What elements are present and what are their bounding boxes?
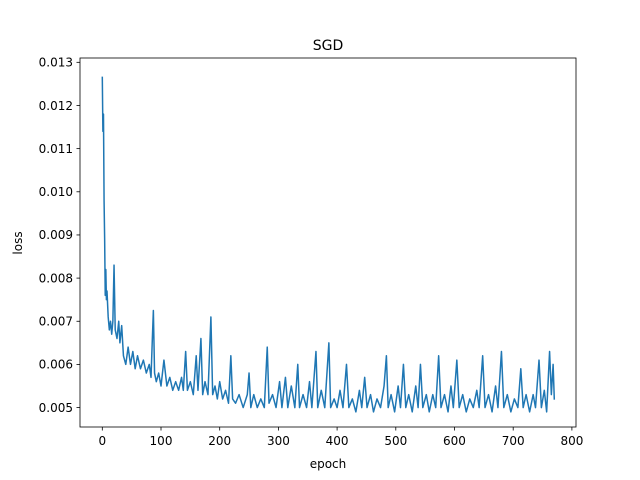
- series-layer: [101, 76, 556, 413]
- x-tick-label: 400: [326, 434, 349, 448]
- y-tick-label: 0.005: [39, 401, 73, 415]
- plot-frame: [79, 57, 577, 428]
- y-tick-label: 0.007: [39, 315, 73, 329]
- y-tick-label: 0.008: [39, 271, 73, 285]
- x-tick-label: 500: [384, 434, 407, 448]
- y-axis: 0.005 0.006 0.007 0.008 0.009 0.010 0.011 0.012…: [39, 56, 80, 415]
- series-line-0: [101, 76, 556, 413]
- x-tick-label: 800: [560, 434, 583, 448]
- x-axis: 0 100 200 300 400 500 600 700 800: [98, 427, 583, 448]
- x-tick-label: 0: [98, 434, 106, 448]
- y-tick-label: 0.006: [39, 358, 73, 372]
- x-tick-label: 200: [208, 434, 231, 448]
- y-tick-label: 0.011: [39, 142, 73, 156]
- y-axis-label: loss: [11, 231, 25, 254]
- chart-title: SGD: [313, 38, 344, 54]
- x-tick-label: 700: [502, 434, 525, 448]
- y-tick-label: 0.009: [39, 228, 73, 242]
- y-tick-label: 0.010: [39, 185, 73, 199]
- y-tick-label: 0.013: [39, 56, 73, 70]
- x-axis-label: epoch: [310, 457, 347, 471]
- y-tick-label: 0.012: [39, 99, 73, 113]
- x-tick-label: 300: [267, 434, 290, 448]
- x-tick-label: 600: [443, 434, 466, 448]
- x-tick-label: 100: [150, 434, 173, 448]
